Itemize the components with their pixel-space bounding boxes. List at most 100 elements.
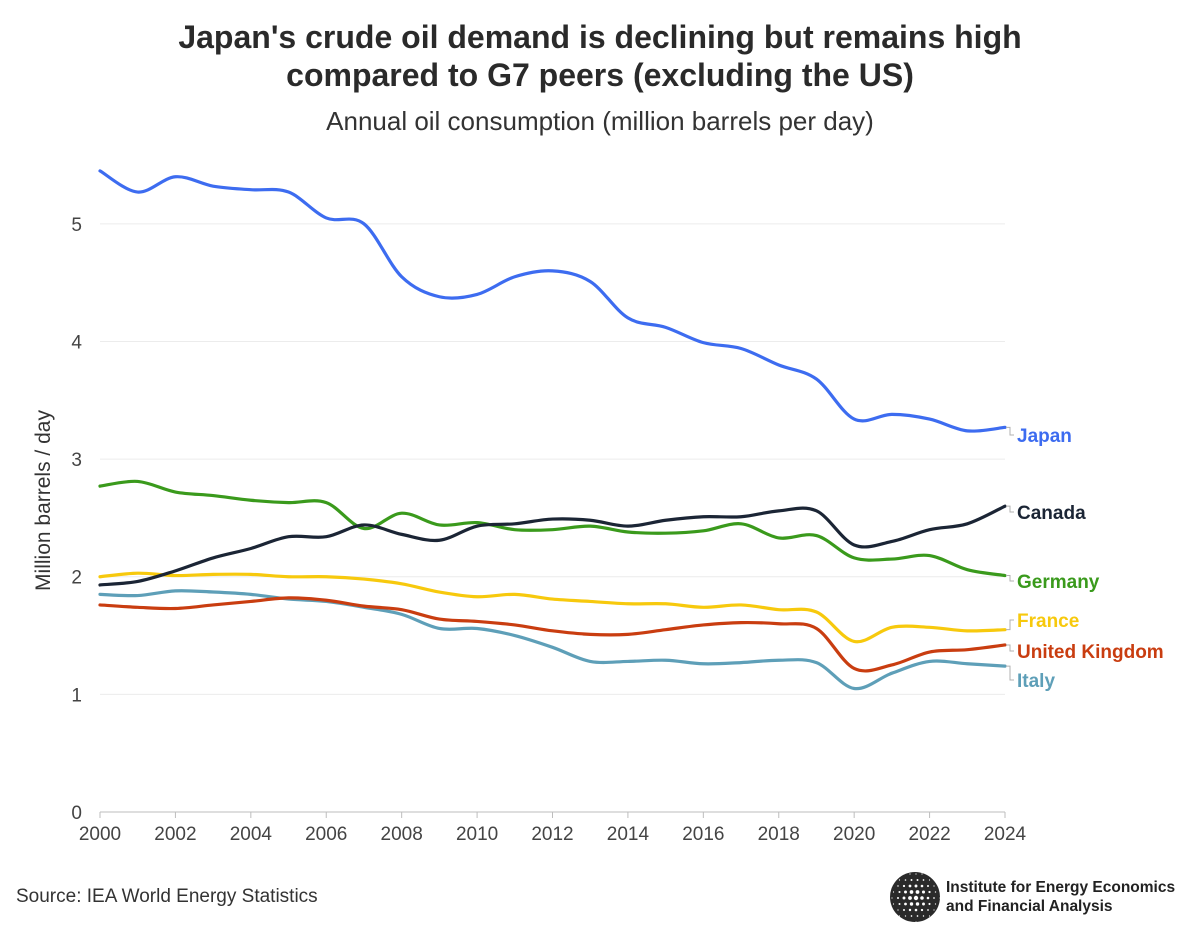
globe-dot: [898, 879, 901, 881]
globe-dot: [904, 879, 907, 881]
globe-dot: [941, 915, 942, 916]
globe-dot: [926, 896, 930, 900]
chart-subtitle: Annual oil consumption (million barrels …: [326, 106, 874, 136]
y-tick-label: 5: [71, 215, 82, 236]
label-connector: [1006, 644, 1014, 652]
logo-text-line-2: and Financial Analysis: [946, 898, 1113, 915]
series-line-france: [98, 571, 1007, 644]
globe-dot: [904, 915, 907, 917]
globe-dot: [891, 885, 893, 887]
x-tick-label: 2002: [154, 824, 196, 845]
ieefa-logo: Institute for Energy Economics and Finan…: [888, 870, 1188, 926]
globe-dot: [891, 897, 893, 899]
series-label-united-kingdom: United Kingdom: [1017, 642, 1164, 663]
globe-dot: [898, 890, 901, 894]
globe-dot: [902, 884, 906, 888]
x-tick-label: 2016: [682, 824, 724, 845]
globe-dot: [891, 909, 893, 911]
globe-dot: [897, 921, 899, 922]
y-tick-label: 3: [71, 450, 82, 471]
globe-dot: [910, 915, 913, 917]
globe-dot: [939, 921, 940, 922]
globe-dot: [921, 921, 923, 922]
globe-dot: [915, 921, 917, 922]
globe-dot: [927, 873, 929, 875]
globe-dot: [903, 873, 905, 875]
globe-dot: [939, 873, 940, 875]
series-line-germany: [98, 479, 1007, 578]
globe-dot: [898, 903, 901, 905]
globe-dot: [939, 897, 940, 899]
globe-dot: [903, 909, 905, 911]
y-tick-label: 4: [71, 332, 82, 353]
series-label-france: France: [1017, 611, 1079, 632]
globe-dot: [913, 895, 919, 901]
series-line-united-kingdom: [98, 596, 1007, 673]
chart-title: Japan's crude oil demand is declining bu…: [0, 18, 1200, 94]
globe-dot: [897, 885, 899, 887]
globe-dot: [928, 879, 931, 881]
globe-dot: [908, 884, 912, 888]
globe-dot: [909, 921, 911, 922]
x-tick-label: 2008: [381, 824, 423, 845]
x-tick-label: 2006: [305, 824, 347, 845]
globe-dot: [897, 897, 899, 899]
globe-dot: [908, 908, 912, 912]
globe-dot: [933, 885, 935, 887]
globe-dot: [927, 909, 929, 911]
globe-dot: [928, 915, 931, 917]
globe-dot: [939, 909, 940, 911]
globe-dot: [891, 921, 893, 922]
globe-dot: [910, 879, 913, 881]
x-tick-label: 2024: [984, 824, 1027, 845]
series-label-germany: Germany: [1017, 572, 1100, 593]
globe-dot: [892, 879, 895, 881]
globe-dot: [909, 902, 914, 906]
series-line-italy: [98, 589, 1007, 691]
globe-dot: [898, 915, 901, 917]
chart-title-line-1: Japan's crude oil demand is declining bu…: [178, 19, 1022, 55]
y-axis-label: Million barrels / day: [32, 410, 55, 591]
globe-dot: [891, 873, 893, 875]
globe-dot: [933, 873, 935, 875]
x-tick-label: 2020: [833, 824, 875, 845]
globe-dot: [908, 896, 912, 900]
globe-dot: [921, 873, 923, 875]
globe-dot: [939, 885, 940, 887]
series-label-canada: Canada: [1017, 503, 1086, 524]
globe-dot: [920, 896, 924, 900]
y-tick-label: 0: [71, 803, 82, 824]
globe-dot: [941, 903, 942, 904]
globe-dot: [920, 908, 924, 912]
globe-dot: [941, 879, 942, 880]
globe-dot: [904, 890, 907, 894]
y-tick-label: 1: [71, 685, 82, 706]
globe-dot: [903, 921, 905, 922]
globe-dot: [922, 879, 925, 881]
globe-dot: [928, 902, 931, 906]
globe-dot: [922, 915, 925, 917]
x-tick-label: 2000: [79, 824, 121, 845]
globe-dot: [922, 902, 925, 906]
series-line-canada: [98, 504, 1007, 587]
globe-dot: [934, 891, 937, 893]
globe-dot: [909, 873, 911, 875]
label-connector: [1006, 575, 1014, 582]
label-connector: [1006, 619, 1014, 631]
globe-dot: [920, 884, 924, 888]
globe-dot: [892, 891, 895, 893]
x-tick-label: 2012: [531, 824, 573, 845]
source-note: Source: IEA World Energy Statistics: [16, 886, 318, 907]
globe-dot: [927, 921, 929, 922]
globe-dot: [927, 885, 929, 887]
globe-dot: [916, 879, 919, 881]
globe-dot: [915, 873, 917, 875]
x-tick-label: 2004: [230, 824, 273, 845]
series-label-japan: Japan: [1017, 426, 1072, 447]
series-label-italy: Italy: [1017, 671, 1055, 692]
x-tick-label: 2022: [908, 824, 950, 845]
logo-text-line-1: Institute for Energy Economics: [946, 879, 1176, 896]
globe-dot: [892, 903, 895, 905]
chart-title-line-2: compared to G7 peers (excluding the US): [286, 57, 914, 93]
